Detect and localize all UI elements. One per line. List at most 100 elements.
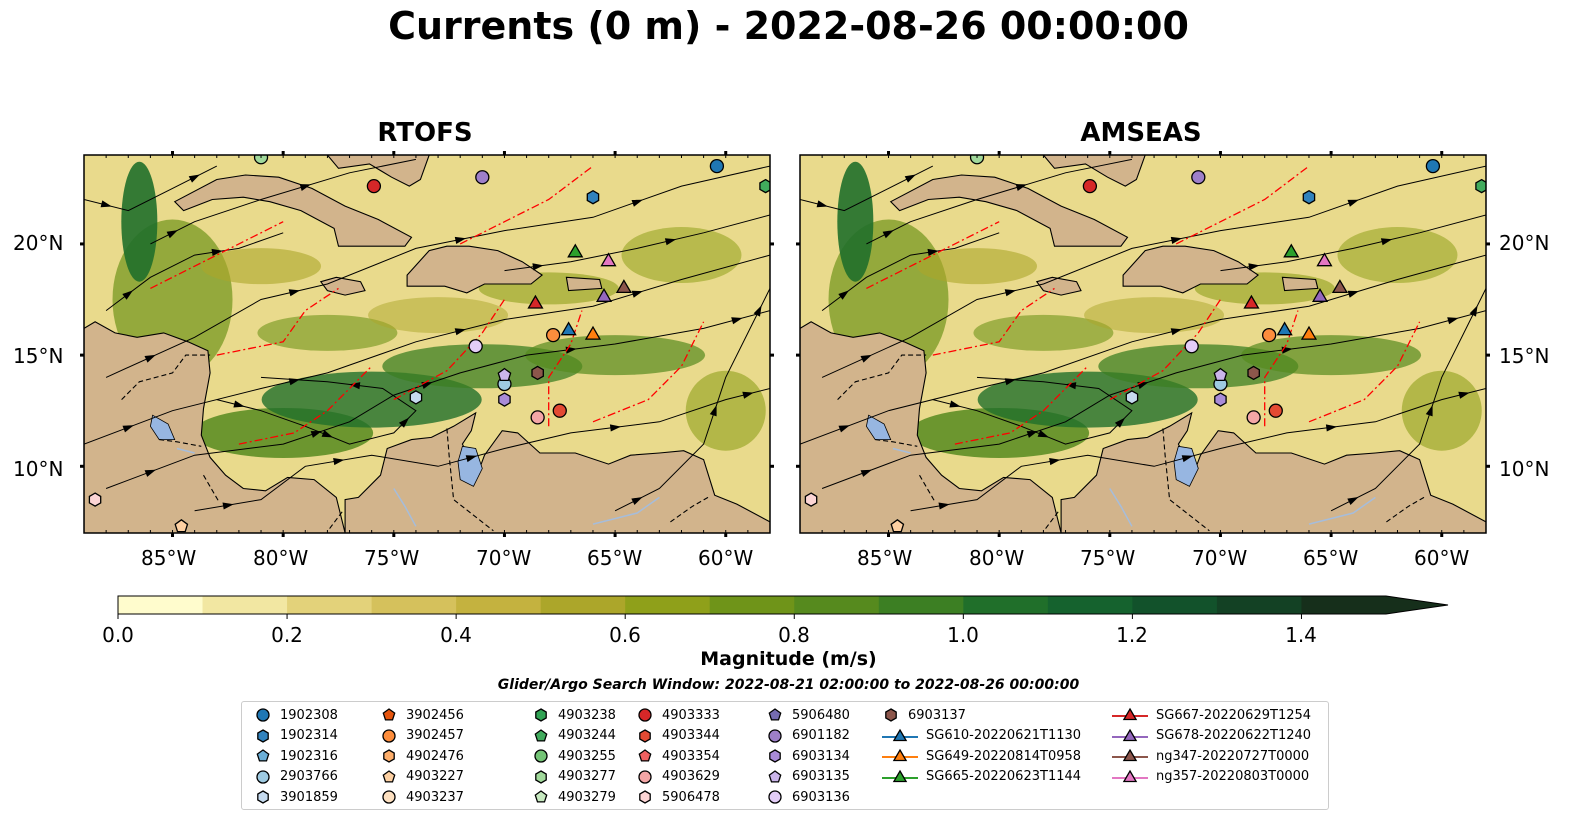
platform-marker <box>804 492 818 507</box>
streamline-arrowhead <box>122 425 134 433</box>
legend-marker <box>256 708 270 722</box>
current-magnitude-patch <box>201 248 322 285</box>
legend-entry: 6903136 <box>766 787 850 807</box>
colorbar-outline <box>117 595 1449 615</box>
current-magnitude-patch <box>621 227 742 284</box>
platform-marker <box>475 170 490 185</box>
streamline-arrowhead <box>631 290 643 298</box>
platform-marker <box>409 390 423 405</box>
colorbar-segment <box>1301 596 1387 614</box>
colorbar-tick-0.6: 0.6 <box>609 623 641 647</box>
legend-symbol <box>382 769 396 783</box>
legend-entry: 3901859 <box>254 787 338 807</box>
cuba-land <box>889 174 1129 247</box>
legend-label: ng347-20220727T0000 <box>1156 748 1310 764</box>
streamline-arrowhead <box>860 469 872 477</box>
legend-symbol <box>769 749 781 763</box>
platform-marker <box>595 288 613 302</box>
streamline-arrowhead <box>288 289 301 297</box>
country-border <box>1045 510 1060 529</box>
lon-tick-amseas-80: 80°W <box>969 546 1025 570</box>
legend-marker <box>638 749 652 762</box>
legend-entry: ng357-20220803T0000 <box>1112 767 1309 787</box>
platform-marker <box>1425 158 1441 174</box>
legend-symbol <box>892 728 908 741</box>
country-border <box>446 428 494 532</box>
country-border <box>329 510 344 529</box>
legend-marker <box>885 708 897 722</box>
legend-marker <box>882 728 918 741</box>
colorbar-segment <box>1132 596 1218 614</box>
streamline-arrowhead <box>1458 391 1470 399</box>
map-frame <box>799 154 1487 534</box>
map-panel-rtofs <box>80 151 774 537</box>
legend-marker <box>256 770 270 784</box>
legend-marker <box>638 770 652 784</box>
country-border <box>1386 496 1425 523</box>
colorbar-segment <box>963 596 1049 614</box>
platform-marker <box>1246 410 1261 425</box>
legend-entry: 4903354 <box>636 746 720 766</box>
legend-marker <box>382 790 396 805</box>
platform-marker <box>1283 243 1300 258</box>
legend-symbol <box>256 708 270 722</box>
colorbar-segment <box>1047 596 1133 614</box>
current-magnitude-patch <box>1337 227 1458 284</box>
eez-boundary <box>216 287 339 356</box>
current-magnitude-patch <box>368 297 509 334</box>
colorbar-segment <box>709 596 795 614</box>
hispaniola-land <box>406 245 544 294</box>
colorbar-tick-0.8: 0.8 <box>778 623 810 647</box>
map-frame <box>83 154 771 534</box>
legend-label: 2903766 <box>280 769 338 785</box>
platform-marker <box>1125 390 1139 405</box>
legend-symbol <box>382 728 396 743</box>
platform-marker <box>1213 367 1228 382</box>
streamline-arrowhead <box>454 328 466 336</box>
platform-marker <box>1302 189 1316 205</box>
platform-marker <box>545 327 561 343</box>
streamline-arrowhead <box>1248 263 1260 271</box>
current-magnitude-patch <box>121 161 158 282</box>
legend-label: 6903134 <box>792 748 850 764</box>
legend-marker <box>535 770 547 784</box>
legend-entry: 6901182 <box>766 726 850 746</box>
legend-entry: SG678-20220622T1240 <box>1112 726 1311 746</box>
legend-entry: SG610-20220621T1130 <box>882 726 1081 746</box>
legend-symbol <box>534 790 548 803</box>
streamline-arrowhead <box>465 455 478 463</box>
streamline <box>821 165 1486 378</box>
legend-symbol <box>638 770 652 784</box>
lon-tick-amseas-70: 70°W <box>1192 546 1248 570</box>
lat-tick-right-20: 20°N <box>1499 231 1550 255</box>
legend-label: 4903244 <box>558 728 616 744</box>
lat-tick-left-10: 10°N <box>13 457 64 481</box>
streamline-arrowhead <box>753 305 762 317</box>
legend-symbol <box>383 749 395 763</box>
platform-marker <box>1331 279 1349 294</box>
streamline-arrowhead <box>299 184 311 191</box>
legend-marker <box>1112 769 1148 782</box>
legend-marker <box>382 769 396 783</box>
legend-symbol <box>382 708 396 721</box>
platform-marker <box>709 158 725 174</box>
streamline-arrowhead <box>1425 405 1433 417</box>
platform-marker <box>584 325 602 340</box>
lake-nicaragua <box>149 414 176 441</box>
legend-label: 4903354 <box>662 748 720 764</box>
colorbar-tick-0.4: 0.4 <box>440 623 472 647</box>
platform-marker <box>468 339 483 354</box>
streamline <box>84 254 770 445</box>
streamline-arrowhead <box>1325 424 1338 432</box>
legend-entry: 4902476 <box>380 746 464 766</box>
legend-symbol <box>257 728 269 743</box>
legend-label: 3901859 <box>280 789 338 805</box>
legend-entry: SG665-20220623T1144 <box>882 767 1081 787</box>
cuba-land <box>173 174 413 247</box>
streamline-arrowhead <box>1170 328 1182 336</box>
river-line <box>892 447 911 454</box>
platform-marker <box>1311 288 1329 302</box>
legend-marker <box>1112 728 1148 741</box>
eez-boundary <box>592 321 705 423</box>
streamline-arrowhead <box>1347 290 1359 298</box>
